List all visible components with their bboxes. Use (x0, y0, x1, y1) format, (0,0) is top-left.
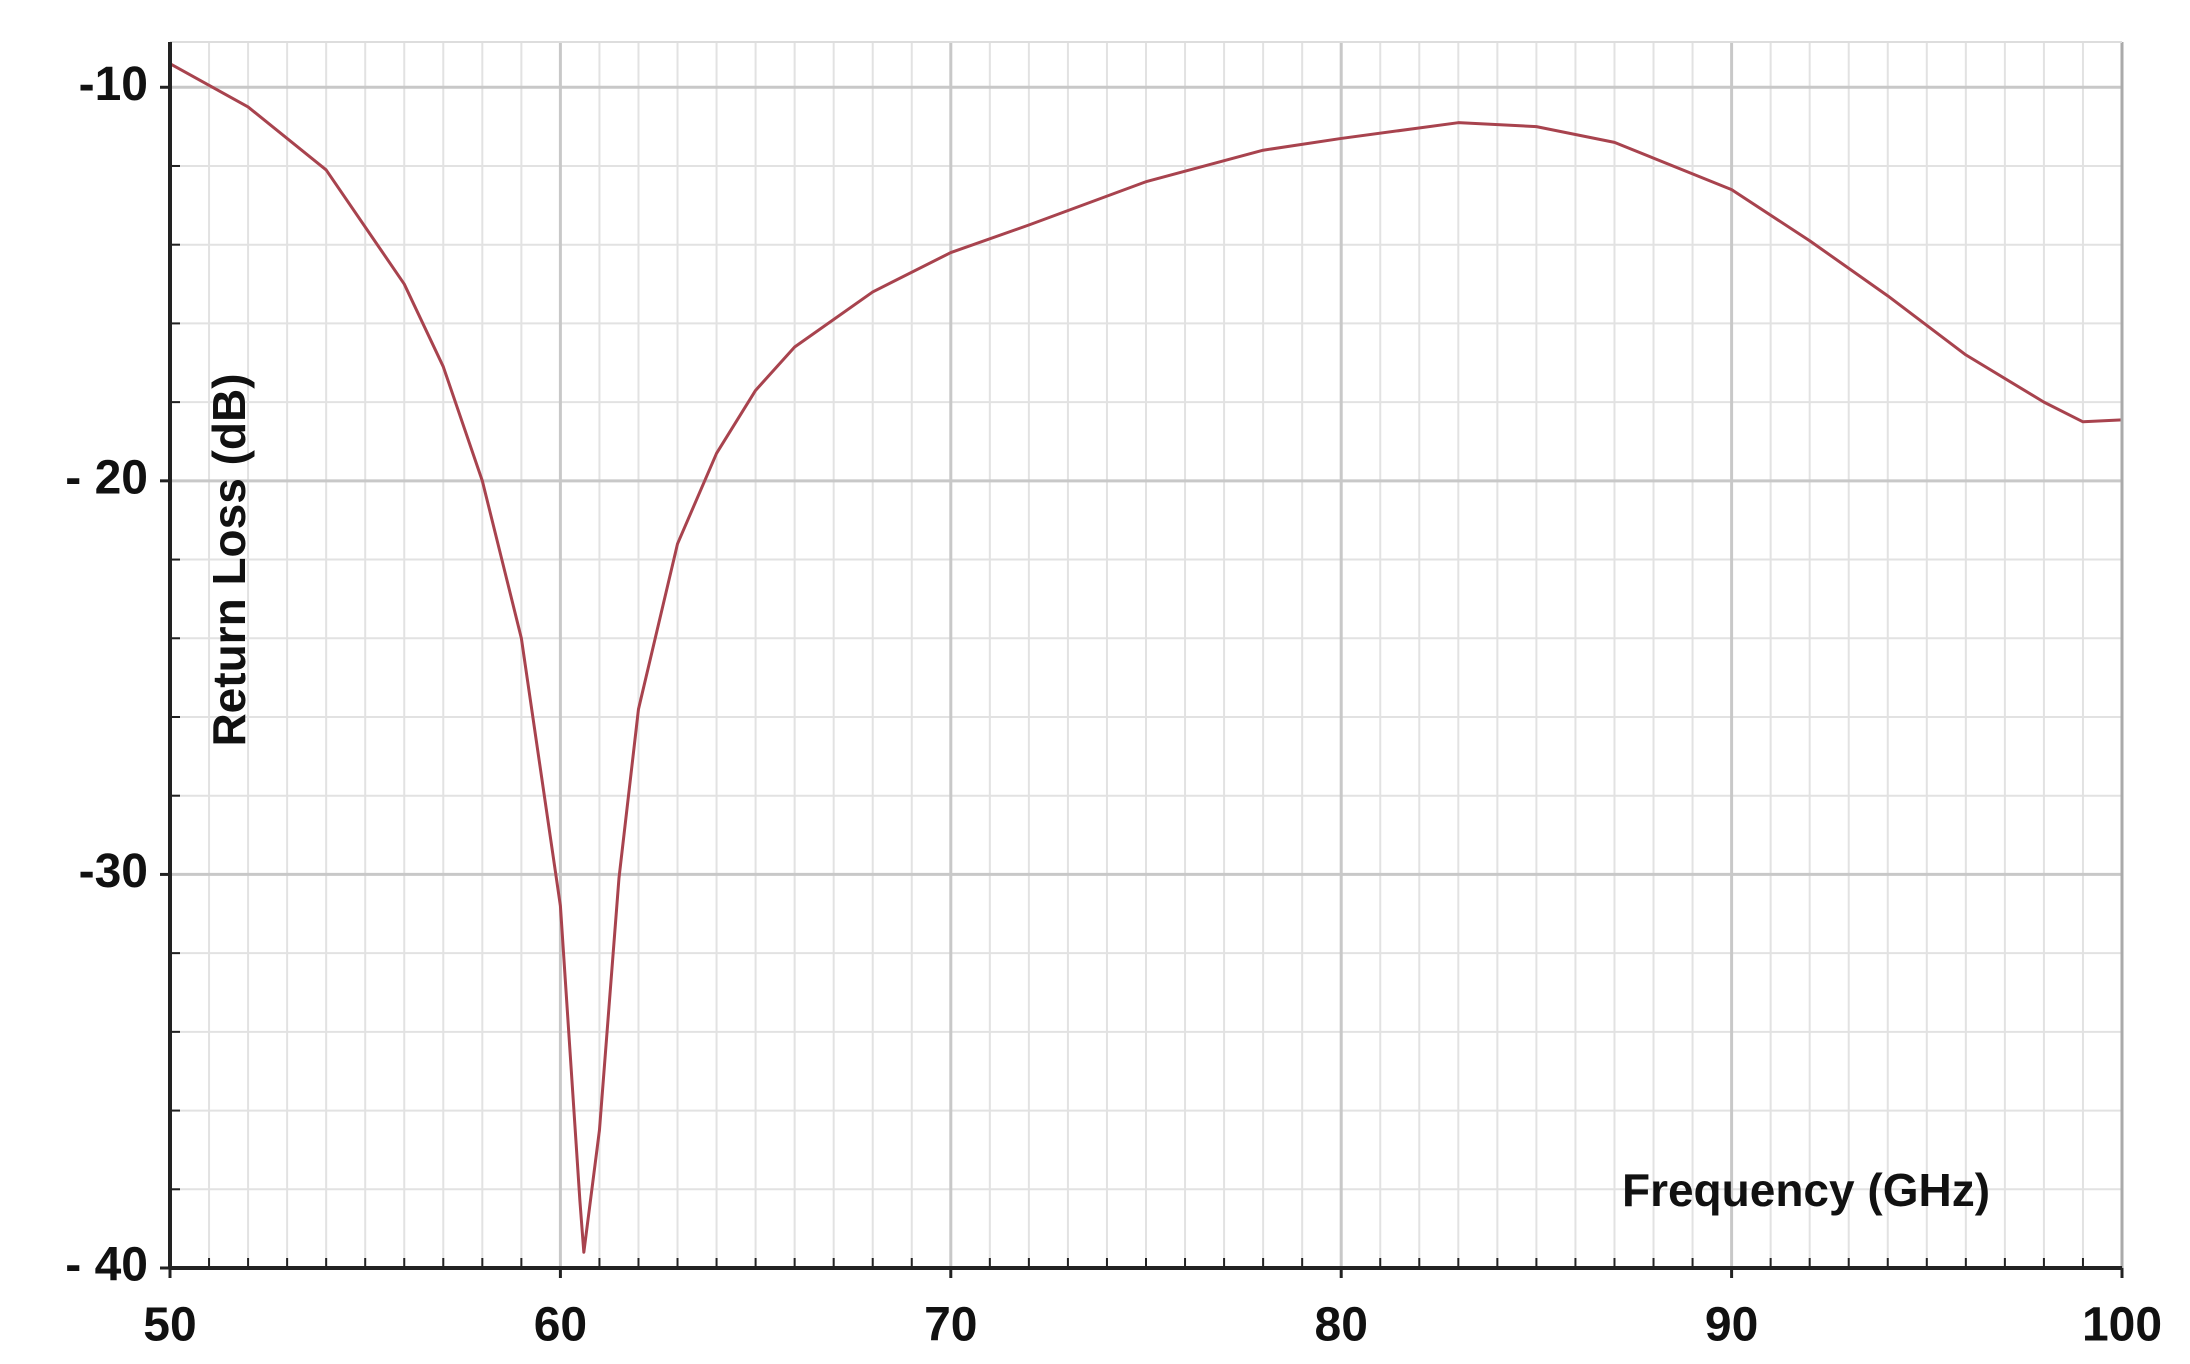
x-tick-label: 70 (924, 1299, 977, 1352)
x-tick-label: 50 (143, 1299, 196, 1352)
x-tick-label: 90 (1705, 1299, 1758, 1352)
x-tick-label: 80 (1315, 1299, 1368, 1352)
grid (160, 42, 2124, 1278)
y-tick-label: - 20 (65, 452, 148, 505)
y-tick-label: -30 (79, 845, 148, 898)
x-tick-label: 100 (2082, 1299, 2162, 1352)
y-tick-label: -10 (79, 58, 148, 111)
x-axis-label: Frequency (GHz) (1622, 1164, 1990, 1216)
plot (169, 62, 2123, 1254)
y-axis-label: Return Loss (dB) (203, 373, 255, 746)
y-tick-label: - 40 (65, 1239, 148, 1292)
x-tick-label: 60 (534, 1299, 587, 1352)
line-series (169, 62, 2123, 1254)
